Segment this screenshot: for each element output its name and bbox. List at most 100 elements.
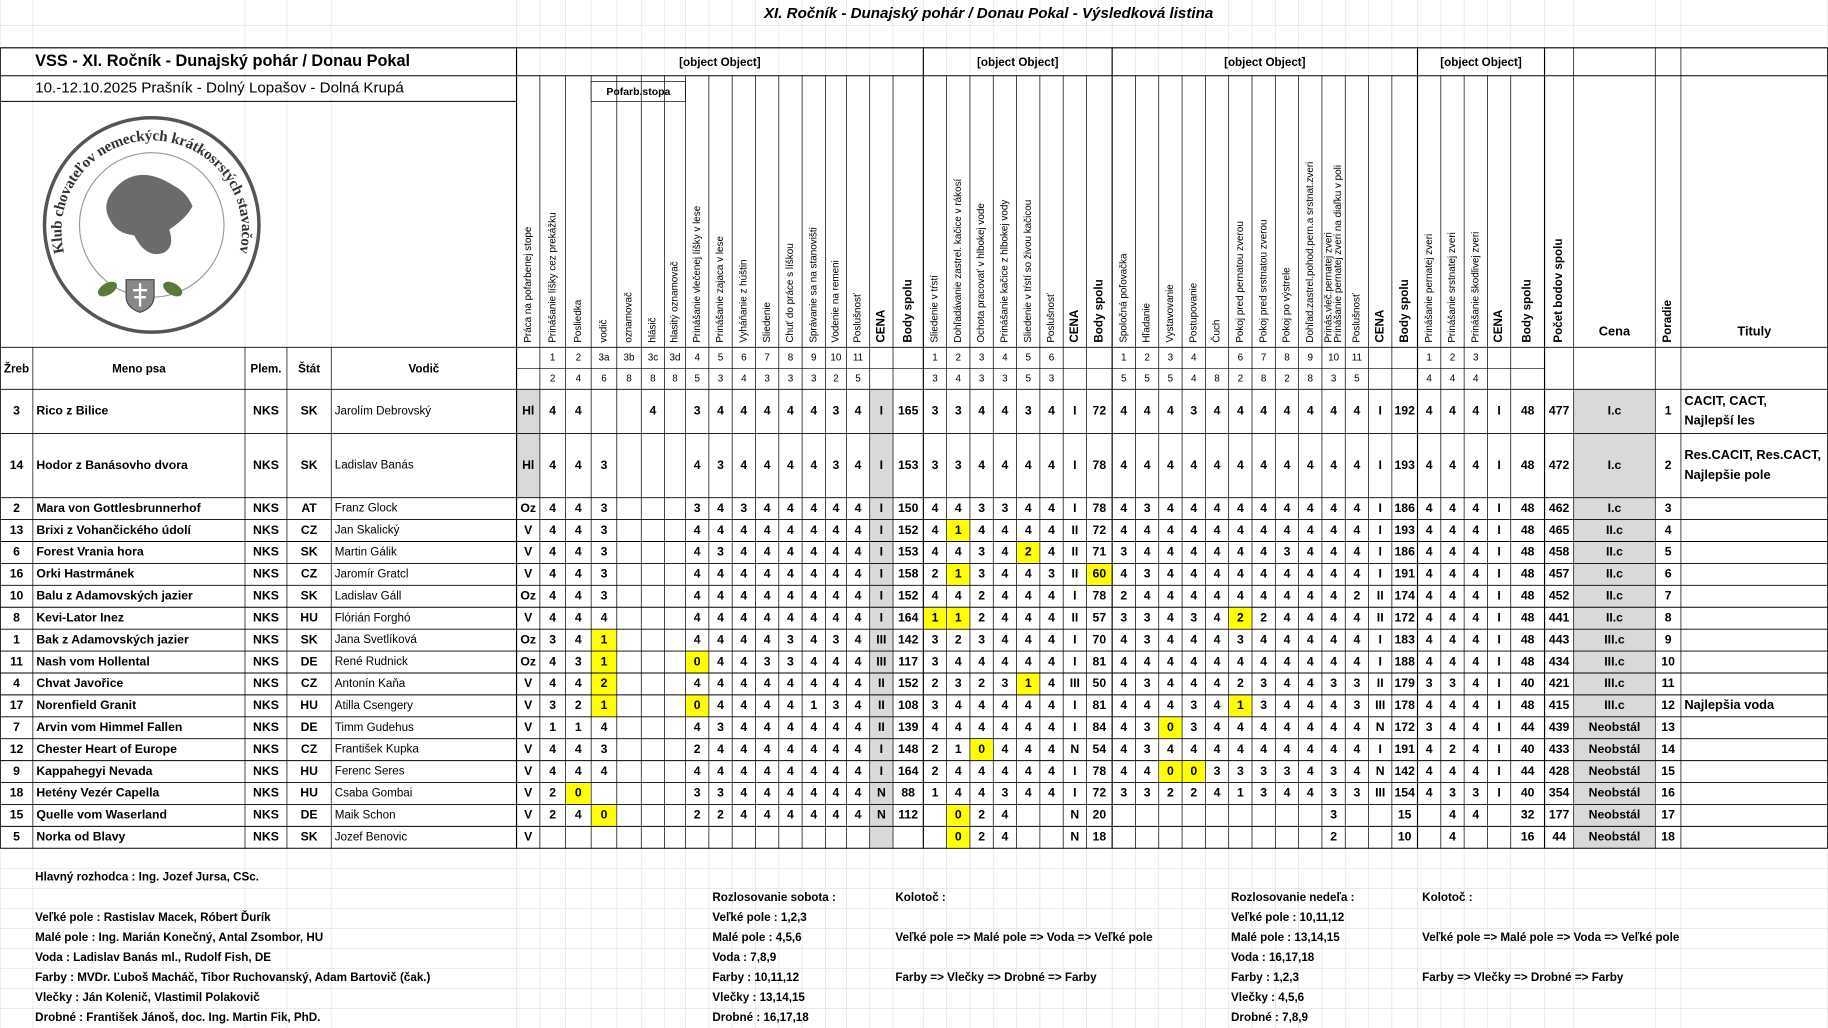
cell: 457 <box>1549 567 1570 581</box>
cell: 4 <box>1472 676 1479 690</box>
cell: 78 <box>1093 458 1107 472</box>
cell: 4 <box>1449 654 1456 668</box>
column-header: hlasitý oznamovač <box>670 261 681 342</box>
cell: V <box>524 808 533 822</box>
column-header: Postupovanie <box>1188 282 1199 342</box>
cell: 4 <box>978 764 985 778</box>
cell: 3 <box>1002 501 1009 515</box>
column-number: 1 <box>550 352 556 363</box>
cell: 4 <box>810 458 817 472</box>
cell: 2 <box>549 808 556 822</box>
cell: N <box>1376 764 1385 778</box>
highlight <box>947 564 970 585</box>
cell: 4 <box>833 545 840 559</box>
cell: HU <box>300 764 318 778</box>
column-weight: 8 <box>1308 373 1314 384</box>
cell: NKS <box>253 720 279 734</box>
column-header: Posliedka <box>573 299 584 342</box>
cell: 1 <box>601 698 608 712</box>
footer-line: Drobné : František Jánoš, doc. Ing. Mart… <box>35 1011 320 1024</box>
column-header: CENA <box>1068 309 1081 343</box>
cell: 4 <box>1449 610 1456 624</box>
cell: NKS <box>253 654 279 668</box>
cell: 4 <box>1284 786 1291 800</box>
cell: 4 <box>833 567 840 581</box>
cell: 4 <box>787 589 794 603</box>
cell: 4 <box>1120 632 1127 646</box>
cell: 4 <box>955 589 962 603</box>
cell: I <box>880 404 883 418</box>
cell: 4 <box>787 501 794 515</box>
cell: 4 <box>1214 610 1221 624</box>
cell: 4 <box>1307 610 1314 624</box>
column-header: CENA <box>874 309 887 343</box>
cell: NKS <box>253 589 279 603</box>
cell: 192 <box>1394 404 1415 418</box>
cell: 4 <box>1120 720 1127 734</box>
cell: 433 <box>1549 742 1570 756</box>
cell: 4 <box>1354 610 1361 624</box>
cell: 4 <box>717 654 724 668</box>
cell: 4 <box>1048 545 1055 559</box>
cell: 4 <box>1472 742 1479 756</box>
cell: 3 <box>1426 676 1433 690</box>
cell: 4 <box>1048 742 1055 756</box>
title-cell: Res.CACIT, Res.CACT, <box>1684 447 1821 462</box>
column-header: hlásič <box>648 317 659 342</box>
subgroup-box <box>590 81 686 102</box>
cell: 40 <box>1521 676 1535 690</box>
cell: 3 <box>549 698 556 712</box>
column-number: 11 <box>1352 352 1363 363</box>
column-number: 3b <box>624 352 636 363</box>
column-number: 3 <box>1473 352 1479 363</box>
cell: 4 <box>740 720 747 734</box>
cell: 4 <box>1330 458 1337 472</box>
cell: 4 <box>1307 786 1314 800</box>
cell: 4 <box>1144 698 1151 712</box>
cell: 3 <box>1260 786 1267 800</box>
cell: 4 <box>1002 830 1009 844</box>
dog-name: Kappahegyi Nevada <box>36 764 152 778</box>
cell: 4 <box>694 610 701 624</box>
cell: 3 <box>1426 720 1433 734</box>
cell: 3 <box>1144 501 1151 515</box>
cell: 2 <box>1665 458 1672 472</box>
group-header: [object Object] <box>679 56 761 69</box>
footer-line: Kolotoč : <box>1422 891 1472 904</box>
cell: 4 <box>1167 567 1174 581</box>
cell: V <box>524 567 533 581</box>
column-weight: 3 <box>811 373 817 384</box>
cell: 4 <box>978 458 985 472</box>
handler-name: Maik Schon <box>335 808 396 821</box>
column-number: 2 <box>576 352 582 363</box>
cell: 1 <box>601 654 608 668</box>
dog-name: Arvin vom Himmel Fallen <box>36 720 182 734</box>
cell: 3 <box>1144 567 1151 581</box>
cell: 0 <box>694 698 701 712</box>
shaded-cell <box>1573 389 1656 849</box>
cell: SK <box>301 404 318 418</box>
cell: 4 <box>1449 404 1456 418</box>
column-header: Vyháňanie z húštin <box>738 259 749 342</box>
column-number: 3d <box>670 352 681 363</box>
column-weight: 4 <box>1426 373 1432 384</box>
column-weight: 4 <box>956 373 962 384</box>
cell: 4 <box>1426 545 1433 559</box>
cell: 4 <box>601 720 608 734</box>
cell: 4 <box>1120 567 1127 581</box>
cell: 4 <box>1002 545 1009 559</box>
cell: 4 <box>1190 676 1197 690</box>
cell: NKS <box>253 698 279 712</box>
cell: 4 <box>764 404 771 418</box>
column-header: Hľadanie <box>1142 302 1153 342</box>
cell: I <box>1497 676 1500 690</box>
cell: 4 <box>740 523 747 537</box>
cell: 3 <box>1144 632 1151 646</box>
cell: 4 <box>1002 458 1009 472</box>
cell: 4 <box>955 501 962 515</box>
column-number: 2 <box>1144 352 1150 363</box>
cell: 4 <box>787 523 794 537</box>
cell: 4 <box>1307 654 1314 668</box>
cell: 4 <box>1048 610 1055 624</box>
